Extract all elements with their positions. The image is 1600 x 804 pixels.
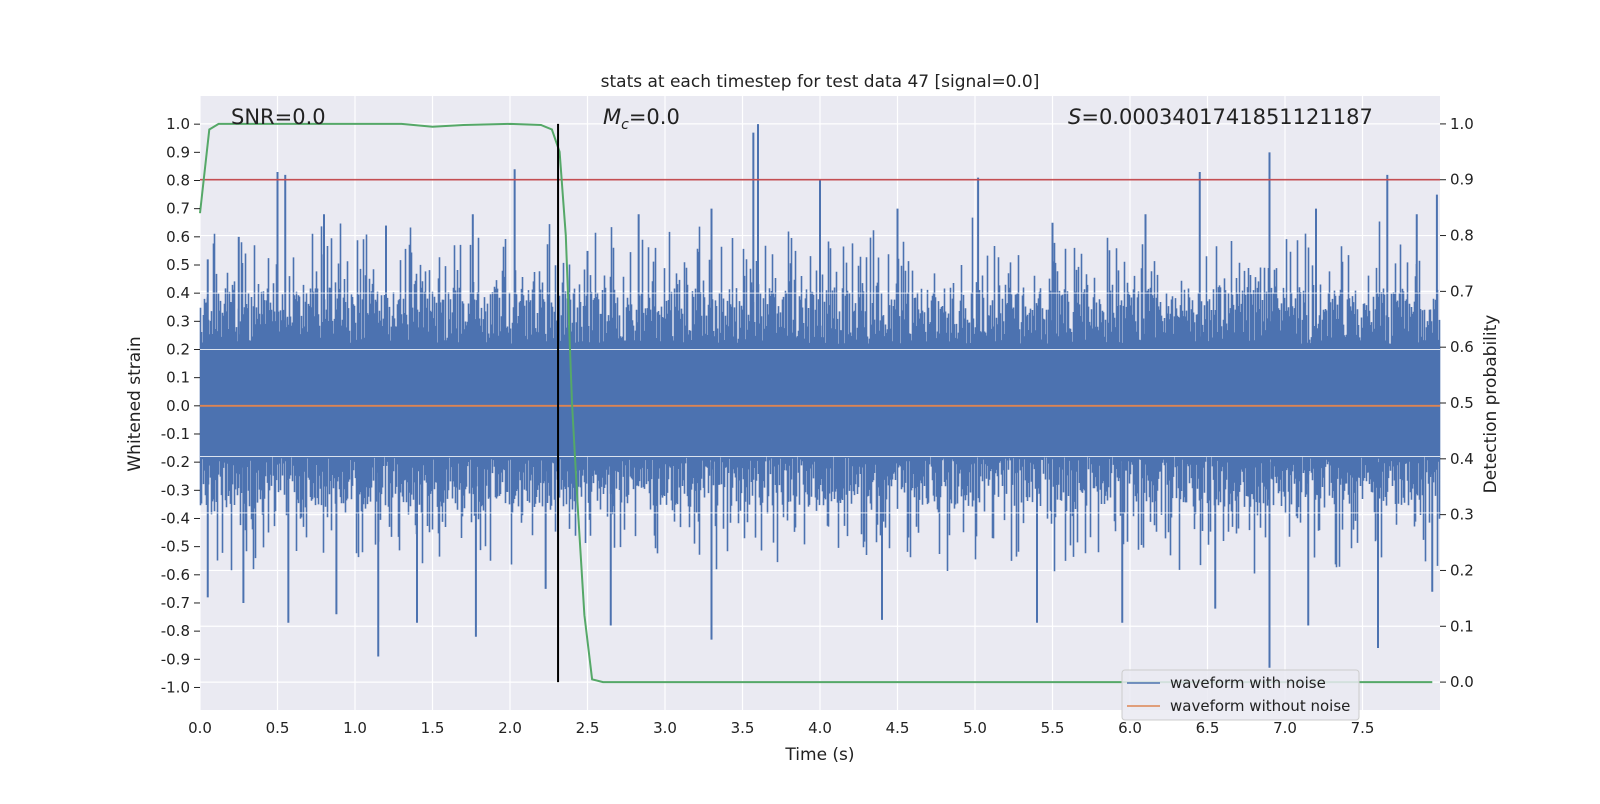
s-symbol: S [1068,105,1081,129]
chirp-mass-value: =0.0 [629,105,680,129]
y2-tick-label: 0.1 [1450,617,1474,635]
x-tick-label: 4.5 [886,719,910,737]
y-tick-label: -0.1 [161,425,190,443]
y2-tick-label: 0.0 [1450,673,1474,691]
y-tick-label: -0.3 [161,481,190,499]
x-tick-label: 5.0 [963,719,987,737]
y2-tick-label: 1.0 [1450,115,1474,133]
y-tick-label: 0.3 [166,312,190,330]
y2-tick-label: 0.4 [1450,450,1474,468]
x-tick-label: 4.0 [808,719,832,737]
y-tick-label: 0.9 [166,143,190,161]
y2-tick-label: 0.2 [1450,561,1474,579]
y-tick-label: 0.2 [166,340,190,358]
y-tick-label: -1.0 [161,678,190,696]
chart-title: stats at each timestep for test data 47 … [601,72,1040,92]
y-tick-label: 0.4 [166,284,190,302]
lines-layer [199,122,1440,684]
y2-tick-label: 0.6 [1450,338,1474,356]
y-tick-label: -0.2 [161,453,190,471]
legend-label-with-noise: waveform with noise [1170,674,1326,692]
s-value: =0.0003401741851121187 [1081,105,1373,129]
y-tick-label: 1.0 [166,115,190,133]
detection-probability-line [199,122,1433,684]
x-tick-label: 1.5 [421,719,445,737]
chirp-mass-symbol: M [603,105,621,129]
x-tick-label: 6.5 [1196,719,1220,737]
y2-axis-label: Detection probability [1481,315,1501,494]
snr-annotation: SNR=0.0 [231,105,326,129]
legend-box [1121,669,1360,721]
x-tick-label: 3.5 [731,719,755,737]
y2-tick-label: 0.5 [1450,394,1474,412]
y-tick-label: -0.4 [161,509,190,527]
x-tick-label: 1.0 [343,719,367,737]
y-tick-label: -0.8 [161,622,190,640]
y-tick-label: -0.6 [161,566,190,584]
legend: waveform with noise waveform without noi… [1121,669,1360,721]
x-tick-label: 7.0 [1273,719,1297,737]
chirp-mass-annotation: Mc=0.0 [603,105,680,133]
y-tick-label: 0.1 [166,369,190,387]
y-tick-label: -0.5 [161,538,190,556]
y-tick-label: 0.6 [166,228,190,246]
x-tick-label: 5.5 [1041,719,1065,737]
x-tick-label: 0.0 [188,719,212,737]
x-tick-label: 2.5 [576,719,600,737]
ticks-layer: 0.0 0.5 1.0 1.5 2.0 2.5 3.0 3.5 4.0 4.5 5.0 5.5 6.0 6… [161,115,1474,737]
chirp-mass-subscript: c [621,117,629,133]
x-tick-label: 3.0 [653,719,677,737]
y-tick-label: 0.5 [166,256,190,274]
y2-tick-label: 0.7 [1450,282,1474,300]
y2-tick-label: 0.8 [1450,227,1474,245]
y-tick-label: 0.8 [166,171,190,189]
y2-tick-label: 0.3 [1450,506,1474,524]
y-axis-label: Whitened strain [125,336,145,471]
y2-tick-label: 0.9 [1450,171,1474,189]
y-tick-label: 0.7 [166,200,190,218]
s-annotation: S=0.0003401741851121187 [1068,105,1373,129]
y-tick-label: -0.9 [161,650,190,668]
x-axis-label: Time (s) [784,745,854,765]
legend-label-without-noise: waveform without noise [1170,697,1350,715]
x-tick-label: 0.5 [266,719,290,737]
x-tick-label: 6.0 [1118,719,1142,737]
y-tick-label: -0.7 [161,594,190,612]
x-tick-label: 7.5 [1351,719,1375,737]
y-tick-label: 0.0 [166,397,190,415]
x-tick-label: 2.0 [498,719,522,737]
